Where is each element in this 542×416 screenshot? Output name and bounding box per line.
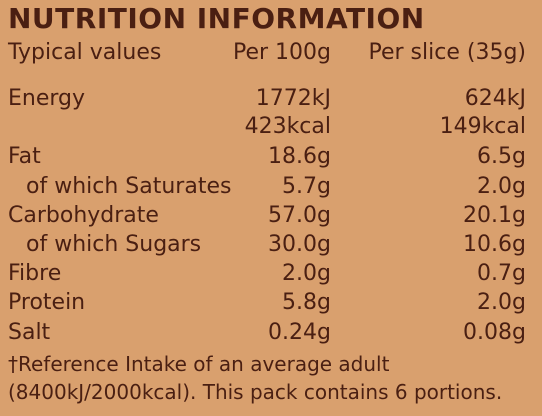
row-energy-kcal: 423kcal 149kcal xyxy=(8,114,526,144)
header-per-100g: Per 100g xyxy=(232,40,331,65)
value-per-100g: 0.24g xyxy=(268,320,331,345)
value-per-100g: 423kcal xyxy=(244,114,331,139)
value-per-slice: 0.08g xyxy=(463,320,526,345)
row-fat: Fat 18.6g 6.5g xyxy=(8,144,526,174)
value-per-100g: 18.6g xyxy=(268,144,331,169)
value-per-slice: 0.7g xyxy=(477,261,526,286)
row-sugars: of which Sugars 30.0g 10.6g xyxy=(8,232,526,262)
nutrient-name: of which Saturates xyxy=(26,174,232,199)
row-fibre: Fibre 2.0g 0.7g xyxy=(8,261,526,291)
header-per-slice: Per slice (35g) xyxy=(368,40,527,65)
value-per-100g: 5.8g xyxy=(282,290,331,315)
row-energy-kj: Energy 1772kJ 624kJ xyxy=(8,86,526,116)
value-per-100g: 1772kJ xyxy=(255,86,331,111)
nutrient-name: Energy xyxy=(8,86,86,111)
header-row: Typical values Per 100g Per slice (35g) xyxy=(8,40,526,70)
value-per-slice: 2.0g xyxy=(477,290,526,315)
value-per-slice: 624kJ xyxy=(464,86,526,111)
nutrient-name: Fat xyxy=(8,144,41,169)
nutrient-name: of which Sugars xyxy=(26,232,202,257)
nutrient-name: Carbohydrate xyxy=(8,203,159,228)
row-carbohydrate: Carbohydrate 57.0g 20.1g xyxy=(8,203,526,233)
footnote-reference-intake: †Reference Intake of an average adult xyxy=(8,352,390,376)
value-per-slice: 20.1g xyxy=(463,203,526,228)
value-per-100g: 5.7g xyxy=(282,174,331,199)
value-per-100g: 2.0g xyxy=(282,261,331,286)
value-per-100g: 57.0g xyxy=(268,203,331,228)
row-salt: Salt 0.24g 0.08g xyxy=(8,320,526,350)
row-protein: Protein 5.8g 2.0g xyxy=(8,290,526,320)
value-per-100g: 30.0g xyxy=(268,232,331,257)
footnote-pack-portions: (8400kJ/2000kcal). This pack contains 6 … xyxy=(8,380,503,404)
nutrient-name: Fibre xyxy=(8,261,62,286)
row-saturates: of which Saturates 5.7g 2.0g xyxy=(8,174,526,204)
value-per-slice: 2.0g xyxy=(477,174,526,199)
header-typical-values: Typical values xyxy=(8,40,162,65)
nutrient-name: Salt xyxy=(8,320,51,345)
value-per-slice: 10.6g xyxy=(463,232,526,257)
nutrition-title: NUTRITION INFORMATION xyxy=(8,2,425,35)
value-per-slice: 149kcal xyxy=(439,114,526,139)
value-per-slice: 6.5g xyxy=(477,144,526,169)
nutrient-name: Protein xyxy=(8,290,86,315)
